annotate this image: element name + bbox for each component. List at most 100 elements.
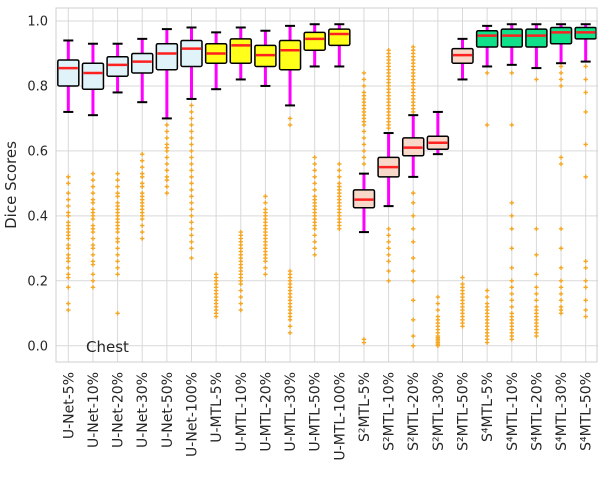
x-tick-label: S²MTL-5%	[357, 372, 373, 442]
outlier-point	[534, 77, 539, 82]
iqr-box	[180, 39, 203, 68]
outlier-point	[115, 272, 120, 277]
outlier-point	[558, 155, 564, 160]
outlier-point	[411, 333, 416, 339]
outlier-point	[534, 285, 539, 290]
outlier-point	[90, 229, 96, 235]
outlier-point	[558, 70, 564, 76]
outlier-point	[386, 252, 391, 258]
outlier-point	[164, 184, 170, 189]
outlier-point	[312, 239, 317, 245]
outlier-point	[189, 148, 194, 154]
outlier-point	[115, 177, 120, 183]
box-3	[130, 37, 154, 104]
outlier-point	[312, 187, 317, 193]
x-tick-labels: U-Net-5% U-Net-10% U-Net-20% U-Net-30% U-Net…	[61, 372, 594, 461]
box-12	[352, 172, 376, 234]
outlier-point	[66, 197, 71, 202]
outlier-point	[558, 246, 564, 251]
iqr-box	[57, 59, 80, 87]
outlier-point	[460, 275, 465, 280]
iqr-box	[549, 26, 573, 45]
outlier-point	[140, 158, 145, 163]
outlier-point	[263, 200, 268, 206]
outlier-point	[287, 116, 293, 121]
outlier-point	[66, 203, 71, 209]
outlier-point	[484, 122, 490, 128]
y-axis-label: Dice Scores	[2, 141, 20, 229]
outlier-point	[189, 135, 194, 141]
outlier-point	[164, 135, 170, 141]
box-14	[401, 114, 425, 178]
x-tick-label: U-MTL-30%	[283, 372, 299, 452]
outlier-point	[411, 255, 416, 261]
x-tick-label: S²MTL-10%	[382, 372, 398, 451]
outlier-point	[66, 181, 71, 186]
outlier-point	[558, 265, 564, 271]
outlier-point	[287, 122, 293, 128]
outlier-point	[140, 223, 145, 228]
x-tick-label: S⁴MTL-20%	[529, 372, 545, 451]
box-4	[155, 28, 179, 120]
outlier-point	[238, 301, 243, 306]
outlier-point	[312, 168, 317, 173]
outlier-point	[386, 239, 391, 245]
iqr-box	[155, 42, 179, 71]
outlier-point	[583, 174, 588, 180]
x-tick-label: U-Net-20%	[111, 372, 127, 448]
outlier-point	[558, 64, 564, 69]
outlier-point	[115, 311, 120, 316]
outlier-point	[164, 161, 170, 167]
outlier-point	[189, 220, 194, 225]
outlier-point	[386, 125, 391, 131]
outlier-point	[411, 278, 416, 284]
box-8	[254, 29, 277, 87]
y-tick-labels: 0.0 0.2 0.4 0.6 0.8 1.0	[27, 14, 48, 354]
outlier-point	[411, 239, 416, 245]
iqr-box	[328, 28, 351, 47]
outlier-point	[411, 317, 416, 322]
x-tick-label: S²MTL-50%	[456, 372, 472, 451]
outlier-point	[484, 294, 490, 300]
outlier-point	[140, 236, 145, 241]
x-tick-label: U-Net-100%	[185, 372, 201, 457]
outlier-point	[90, 252, 96, 258]
outlier-point	[509, 304, 514, 309]
outlier-point	[263, 259, 268, 264]
outlier-point	[164, 122, 170, 128]
outlier-point	[312, 252, 317, 258]
outlier-point	[66, 301, 71, 306]
outlier-point	[115, 252, 120, 258]
outlier-point	[583, 265, 588, 271]
x-tick-label: U-Net-30%	[135, 372, 151, 448]
iqr-box	[229, 38, 253, 64]
outlier-point	[66, 246, 71, 251]
iqr-box	[106, 55, 129, 77]
outlier-point	[115, 184, 120, 189]
outlier-point	[583, 298, 588, 303]
outlier-point	[509, 291, 514, 296]
box-15	[426, 110, 450, 156]
outlier-point	[263, 272, 268, 277]
outlier-point	[90, 200, 96, 206]
box-16	[451, 37, 474, 81]
outlier-point	[337, 168, 342, 173]
box-6	[204, 31, 228, 91]
outlier-point	[509, 337, 514, 342]
outlier-point	[115, 246, 120, 251]
outlier-point	[361, 148, 367, 154]
outlier-point	[435, 343, 441, 348]
outlier-point	[484, 288, 490, 293]
outlier-point	[386, 268, 391, 274]
outlier-point	[509, 226, 514, 232]
outlier-point	[558, 278, 564, 284]
outlier-point	[337, 226, 342, 232]
outlier-point	[411, 109, 416, 115]
outlier-point	[189, 207, 194, 212]
x-tick-label: S⁴MTL-50%	[579, 372, 595, 451]
outlier-point	[534, 291, 539, 296]
outlier-point	[90, 216, 96, 222]
outlier-point	[66, 213, 71, 219]
outlier-point	[140, 216, 145, 222]
outlier-point	[361, 340, 367, 345]
